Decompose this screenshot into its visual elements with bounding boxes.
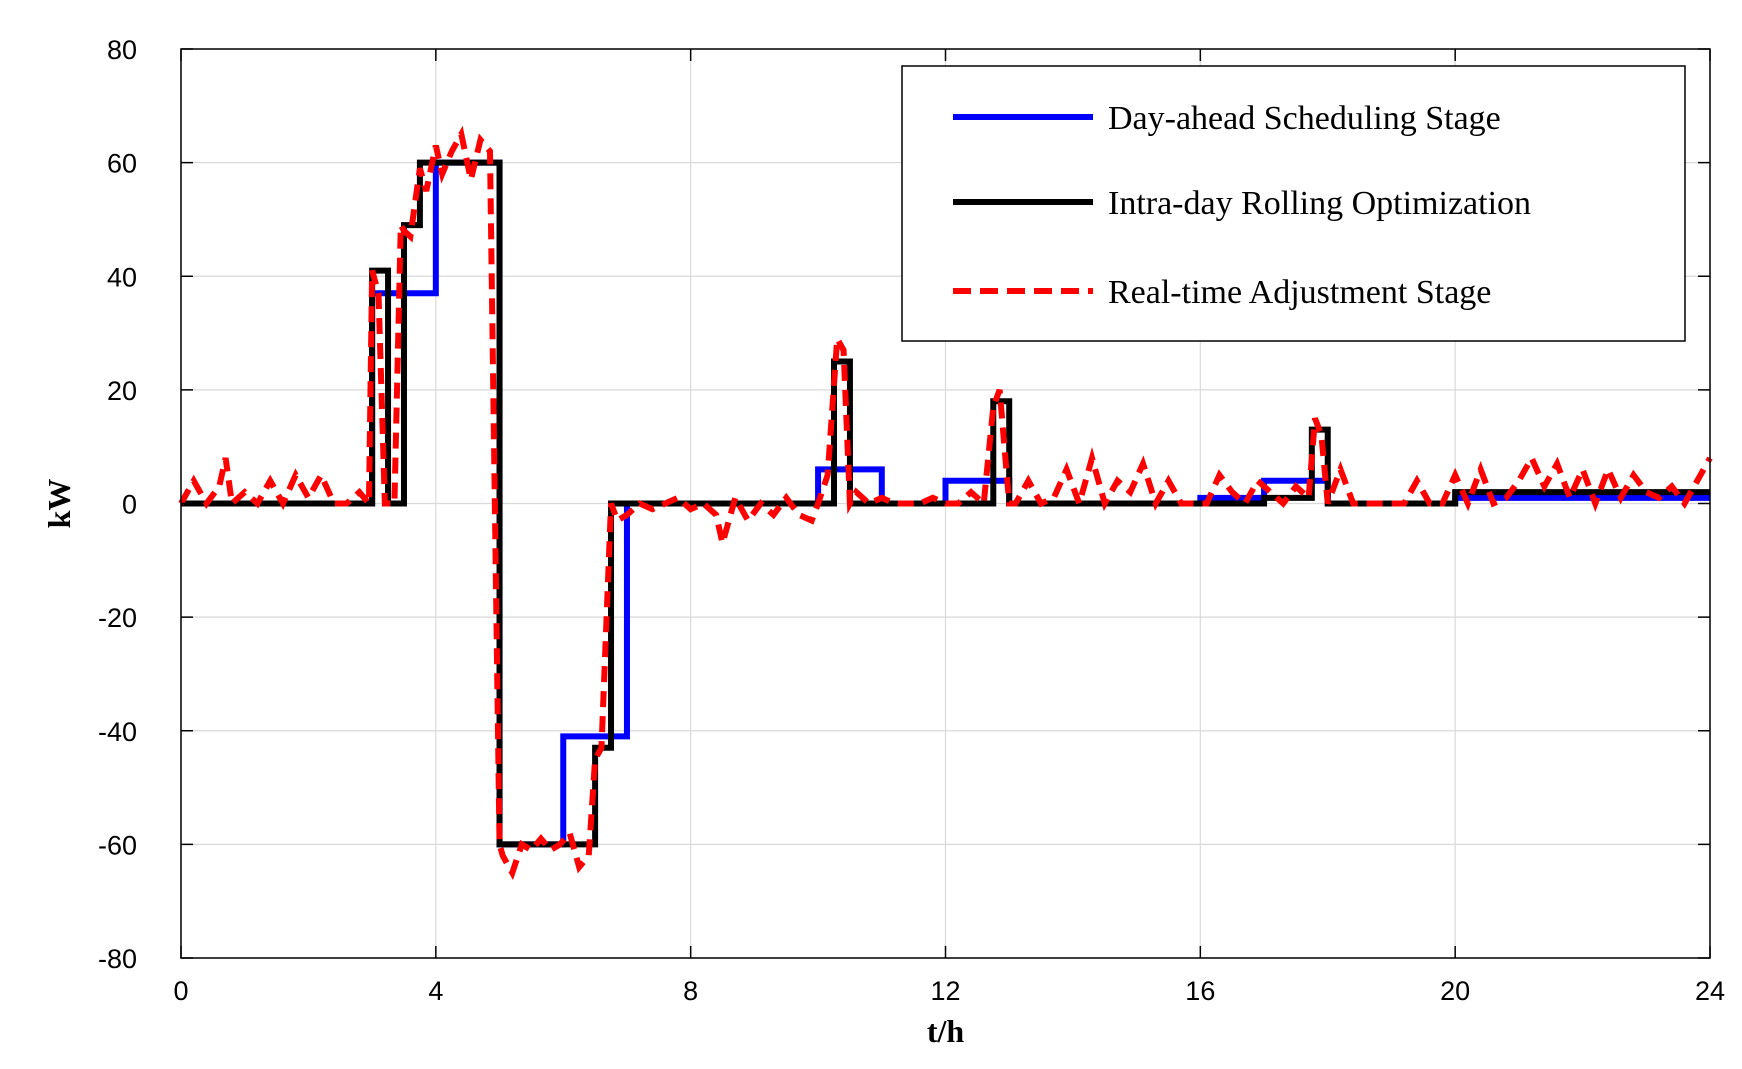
series-lines bbox=[178, 125, 1713, 881]
y-tick-label: 0 bbox=[122, 490, 137, 520]
series-line-2 bbox=[178, 125, 1713, 881]
x-tick-label: 0 bbox=[173, 976, 188, 1006]
legend-label-real-time: Real-time Adjustment Stage bbox=[1108, 274, 1491, 311]
x-tick-label: 12 bbox=[930, 976, 960, 1006]
legend-label-intra-day: Intra-day Rolling Optimization bbox=[1108, 185, 1531, 222]
y-tick-label: -20 bbox=[98, 603, 137, 633]
y-tick-label: 20 bbox=[107, 376, 137, 406]
x-tick-label: 16 bbox=[1185, 976, 1215, 1006]
legend-label-day-ahead: Day-ahead Scheduling Stage bbox=[1108, 100, 1501, 137]
x-tick-label: 24 bbox=[1695, 976, 1725, 1006]
y-tick-label: -40 bbox=[98, 717, 137, 747]
y-axis-label: kW bbox=[41, 479, 77, 529]
x-tick-label: 20 bbox=[1440, 976, 1470, 1006]
series-line-1 bbox=[181, 159, 1710, 848]
x-tick-label: 4 bbox=[428, 976, 443, 1006]
y-tick-label: -60 bbox=[98, 830, 137, 860]
y-tick-label: -80 bbox=[98, 944, 137, 974]
x-axis-label: t/h bbox=[927, 1013, 965, 1049]
axis-ticks: 0 4 8 12 16 20 24 80 60 40 20 0 -20 -40 -60 -80 bbox=[98, 35, 1725, 1006]
y-tick-label: 80 bbox=[107, 35, 137, 65]
x-tick-label: 8 bbox=[683, 976, 698, 1006]
legend: Day-ahead Scheduling Stage Intra-day Rol… bbox=[901, 65, 1686, 342]
y-tick-label: 40 bbox=[107, 262, 137, 292]
y-tick-label: 60 bbox=[107, 149, 137, 179]
